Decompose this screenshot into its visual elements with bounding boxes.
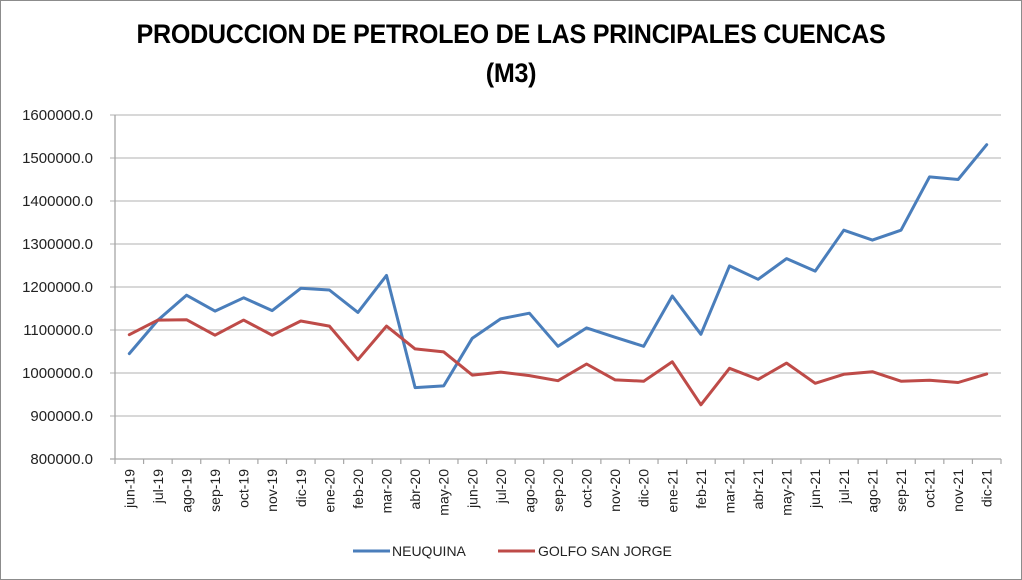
series-line-golfo-san-jorge bbox=[127, 318, 989, 407]
gridlines bbox=[110, 114, 1001, 460]
legend-item: NEUQUINA bbox=[353, 543, 467, 559]
x-tick-label: nov-21 bbox=[950, 469, 966, 512]
x-tick-label: jul-20 bbox=[493, 469, 509, 504]
x-tick-label: ago-20 bbox=[521, 469, 537, 513]
x-tick-label: dic-21 bbox=[979, 469, 995, 507]
x-tick-label: nov-19 bbox=[264, 469, 280, 512]
chart-subtitle: (M3) bbox=[485, 58, 537, 88]
legend-label: GOLFO SAN JORGE bbox=[538, 543, 672, 559]
axes bbox=[114, 115, 1002, 464]
y-tick-label: 1600000.0 bbox=[22, 107, 93, 124]
legend: NEUQUINA GOLFO SAN JORGE bbox=[353, 543, 672, 559]
x-tick-label: ene-20 bbox=[321, 469, 337, 513]
x-tick-label: mar-21 bbox=[721, 469, 737, 514]
x-tick-label: jul-19 bbox=[150, 469, 166, 504]
x-tick-label: sep-21 bbox=[893, 469, 909, 512]
x-tick-label: feb-20 bbox=[350, 469, 366, 509]
x-tick-label: jul-21 bbox=[836, 469, 852, 504]
x-tick-label: dic-19 bbox=[293, 469, 309, 507]
y-tick-label: 1300000.0 bbox=[22, 236, 93, 253]
legend-label: NEUQUINA bbox=[392, 543, 467, 559]
legend-item: GOLFO SAN JORGE bbox=[498, 543, 672, 559]
x-tick-label: sep-19 bbox=[207, 469, 223, 512]
chart-title: PRODUCCION DE PETROLEO DE LAS PRINCIPALE… bbox=[136, 19, 886, 49]
y-tick-label: 800000.0 bbox=[30, 451, 93, 468]
x-tick-label: sep-20 bbox=[550, 469, 566, 512]
x-tick-label: ago-19 bbox=[178, 469, 194, 513]
y-tick-label: 900000.0 bbox=[30, 408, 93, 425]
x-axis-tick-labels: jun-19 jul-19 ago-19 sep-19 oct-19 nov-19 dic-… bbox=[121, 469, 994, 516]
x-tick-label: may-20 bbox=[436, 469, 452, 516]
series-line-neuquina bbox=[127, 143, 989, 390]
y-tick-label: 1400000.0 bbox=[22, 193, 93, 210]
y-tick-label: 1500000.0 bbox=[22, 150, 93, 167]
y-axis-tick-labels: 800000.0 900000.0 1000000.0 1100000.0 120000… bbox=[22, 107, 93, 468]
x-tick-label: abr-21 bbox=[750, 469, 766, 510]
x-tick-label: oct-21 bbox=[922, 469, 938, 508]
x-tick-label: nov-20 bbox=[607, 469, 623, 512]
y-tick-label: 1200000.0 bbox=[22, 279, 93, 296]
x-tick-label: jun-19 bbox=[121, 469, 137, 509]
x-tick-label: ago-21 bbox=[864, 469, 880, 513]
x-tick-label: ene-21 bbox=[664, 469, 680, 513]
x-tick-label: jun-20 bbox=[464, 469, 480, 509]
x-tick-label: mar-20 bbox=[379, 469, 395, 514]
x-tick-label: dic-20 bbox=[636, 469, 652, 507]
x-tick-label: jun-21 bbox=[807, 469, 823, 509]
x-tick-label: abr-20 bbox=[407, 469, 423, 510]
x-tick-label: may-21 bbox=[779, 469, 795, 516]
x-tick-label: oct-19 bbox=[236, 469, 252, 508]
y-tick-label: 1000000.0 bbox=[22, 365, 93, 382]
y-tick-label: 1100000.0 bbox=[23, 322, 93, 339]
x-tick-label: oct-20 bbox=[579, 469, 595, 508]
series-lines bbox=[127, 143, 989, 407]
x-tick-label: feb-21 bbox=[693, 469, 709, 509]
